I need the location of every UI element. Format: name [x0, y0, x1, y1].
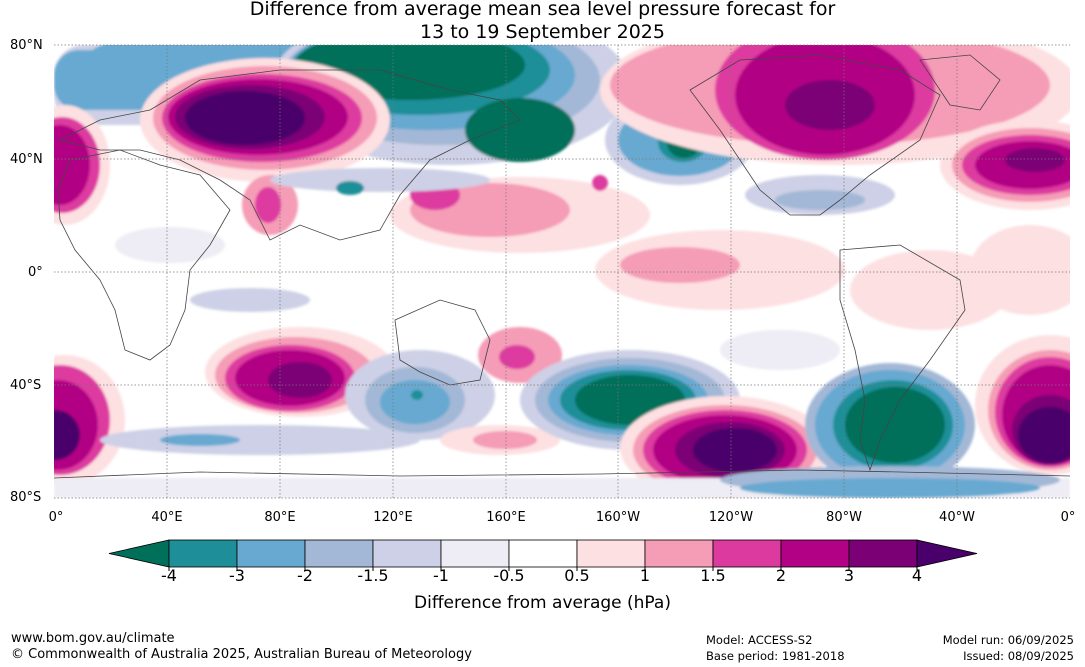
colorbar-swatches [108, 539, 978, 568]
anomaly-high-north-america [600, 45, 1070, 165]
map-title-line-2: 13 to 19 September 2025 [420, 21, 665, 43]
colorbar-tick-label: -4 [161, 566, 177, 585]
colorbar-swatch-2 [168, 539, 238, 568]
anomaly-weak-lows-tropics [115, 168, 895, 370]
colorbar-tick-label: 1.5 [700, 566, 726, 585]
colorbar-swatch-1 [108, 539, 170, 568]
footer-base-period: Base period: 1981-2018 [706, 649, 845, 663]
footer-website: www.bom.gov.au/climate [11, 631, 175, 646]
coastline-greenland [919, 54, 1001, 111]
anomaly-fields [54, 45, 1070, 498]
colorbar-swatch-4 [304, 539, 374, 568]
lon-label-0-left: 0° [48, 510, 64, 525]
colorbar-swatch-8 [576, 539, 646, 568]
coastlines [54, 54, 1070, 479]
lon-label-120e: 120°E [373, 510, 413, 525]
colorbar-tick-label: -3 [229, 566, 245, 585]
colorbar-tick-label: 2 [775, 566, 787, 585]
anomaly-low-antarctic-band [54, 425, 1070, 498]
footer-copyright: © Commonwealth of Australia 2025, Austra… [11, 647, 472, 662]
lon-label-80w: 80°W [826, 510, 862, 525]
colorbar [108, 539, 978, 571]
coastline-north-america [689, 54, 941, 216]
colorbar-tick-label: -0.5 [493, 566, 525, 585]
colorbar-tick-label: 3 [843, 566, 855, 585]
lon-label-0-right: 0° [1060, 510, 1076, 525]
coastline-eurasia [58, 69, 521, 241]
colorbar-tick-label: -2 [297, 566, 313, 585]
colorbar-swatch-3 [236, 539, 306, 568]
colorbar-tick-label: -1 [433, 566, 449, 585]
colorbar-swatch-13 [916, 539, 978, 568]
graticule [54, 44, 1070, 499]
anomaly-high-india [242, 175, 298, 235]
colorbar-swatch-5 [372, 539, 442, 568]
lon-label-80e: 80°E [264, 510, 296, 525]
colorbar-swatch-9 [644, 539, 714, 568]
lon-label-160w: 160°W [595, 510, 641, 525]
anomaly-high-tropical-pacific [595, 225, 1070, 330]
colorbar-swatch-11 [780, 539, 850, 568]
lat-label-40n: 40°N [10, 152, 43, 167]
anomaly-low-drake-passage [805, 363, 975, 487]
map-title-line-1: Difference from average mean sea level p… [249, 0, 836, 20]
colorbar-tick-label: 0.5 [564, 566, 590, 585]
coastline-australia [394, 299, 491, 386]
pressure-anomaly-map [54, 44, 1070, 499]
coastline-antarctica [54, 469, 1070, 479]
colorbar-swatch-7 [508, 539, 578, 568]
colorbar-tick-marks [168, 567, 918, 571]
footer-model: Model: ACCESS-S2 [706, 633, 813, 647]
coastline-africa [57, 149, 231, 361]
colorbar-swatch-6 [440, 539, 510, 568]
anomaly-high-north-pacific [390, 175, 650, 253]
anomaly-low-south-of-australia [345, 350, 495, 440]
lat-label-40s: 40°S [10, 378, 42, 393]
colorbar-swatch-12 [848, 539, 918, 568]
lat-label-80s: 80°S [10, 490, 42, 505]
footer-model-run: Model run: 06/09/2025 [942, 633, 1074, 647]
colorbar-tick-label: -1.5 [357, 566, 389, 585]
lat-label-80n: 80°N [10, 38, 43, 53]
lon-label-40w: 40°W [939, 510, 975, 525]
lon-label-160e: 160°E [486, 510, 526, 525]
colorbar-tick-label: 1 [639, 566, 651, 585]
lat-label-0: 0° [28, 265, 43, 280]
anomaly-high-central-asia [140, 58, 390, 182]
colorbar-swatch-10 [712, 539, 782, 568]
anomaly-high-tasman [440, 327, 562, 455]
lon-label-40e: 40°E [151, 510, 183, 525]
coastline-south-america [839, 244, 966, 472]
anomaly-high-south-atlantic-east [975, 335, 1070, 475]
anomaly-high-north-atlantic [940, 120, 1070, 210]
lon-label-120w: 120°W [708, 510, 754, 525]
footer-issued: Issued: 08/09/2025 [963, 649, 1074, 663]
colorbar-tick-label: 4 [911, 566, 923, 585]
colorbar-label: Difference from average (hPa) [414, 593, 671, 613]
anomaly-high-south-atlantic-west [54, 355, 125, 485]
